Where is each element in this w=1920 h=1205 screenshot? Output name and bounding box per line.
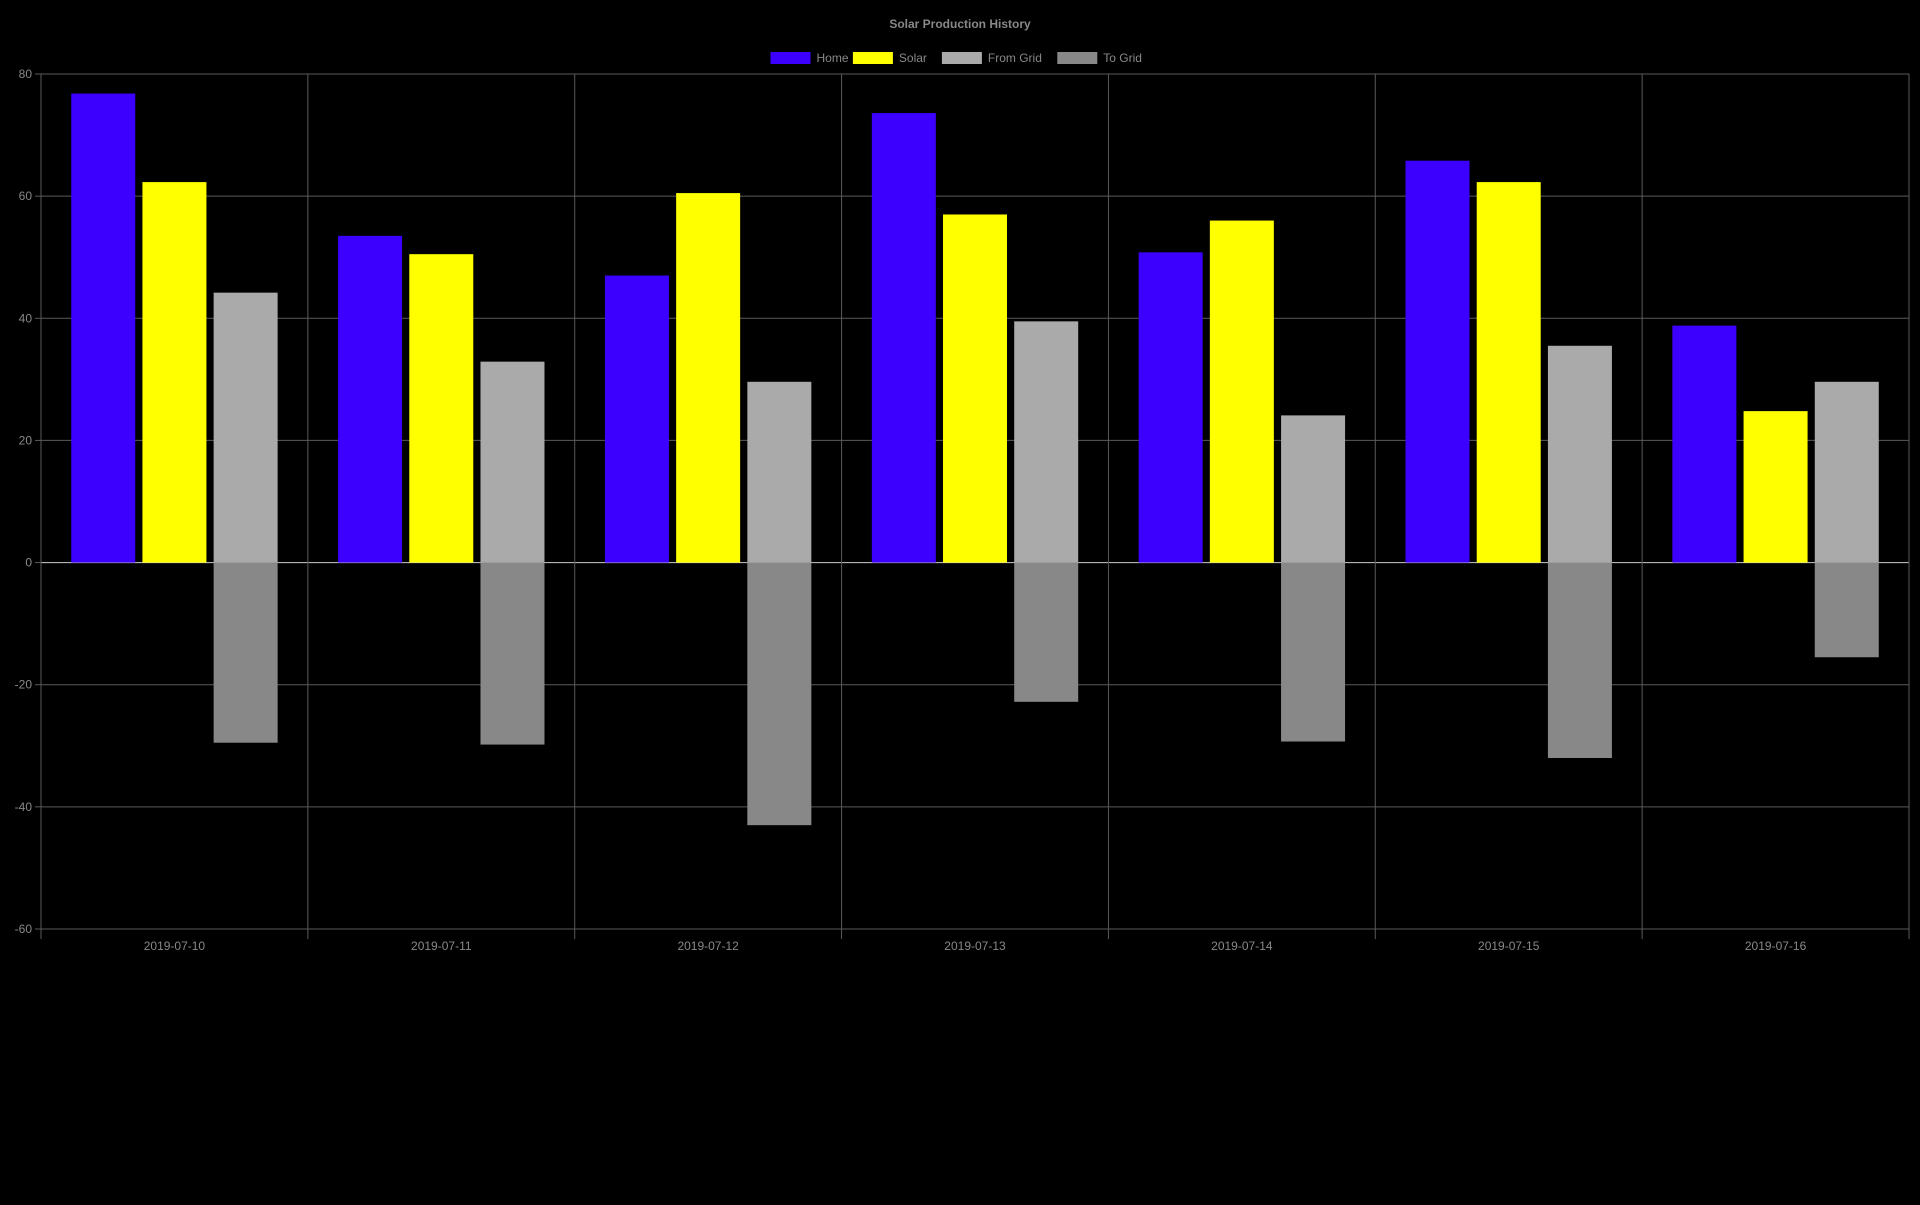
bar-from-grid[interactable] [1014,321,1079,563]
legend-item-home[interactable]: Home [770,51,849,65]
axes: 80 60 40 20 0 -20 -40 -60 2019-07-10 2019-07-11 20… [15,67,1807,953]
bar-solar[interactable] [1476,182,1541,563]
bar-to-grid[interactable] [1281,562,1346,742]
bar-solar[interactable] [943,214,1007,563]
x-tick-label: 2019-07-15 [1478,939,1540,953]
legend-swatch [852,52,893,64]
bar-solar[interactable] [676,193,741,563]
bar-home[interactable] [1138,252,1203,563]
bar-to-grid[interactable] [480,562,545,745]
x-tick-label: 2019-07-11 [411,939,472,953]
x-tick-label: 2019-07-16 [1745,939,1807,953]
bar-solar[interactable] [409,254,474,563]
bar-from-grid[interactable] [1814,381,1879,563]
bar-to-grid[interactable] [1014,562,1079,702]
bars [71,93,1879,826]
x-tick-label: 2019-07-14 [1211,939,1273,953]
y-tick-label: 40 [19,311,33,325]
bar-from-grid[interactable] [1281,415,1346,563]
bar-from-grid[interactable] [213,292,278,563]
y-tick-label: -40 [15,800,33,814]
bar-to-grid[interactable] [747,562,812,826]
bar-home[interactable] [71,93,136,563]
x-tick-label: 2019-07-13 [944,939,1006,953]
y-tick-label: -60 [15,922,33,936]
bar-to-grid[interactable] [1547,562,1612,758]
bar-home[interactable] [1405,160,1470,563]
y-tick-label: 20 [19,433,33,447]
legend-label: Solar [899,51,927,65]
legend-item-solar[interactable]: Solar [852,51,927,65]
legend-item-to-grid[interactable]: To Grid [1057,51,1142,65]
legend: Home Solar From Grid To Grid [770,51,1142,65]
y-tick-label: 60 [19,189,33,203]
bar-home[interactable] [604,275,669,563]
bar-home[interactable] [871,113,936,563]
y-tick-label: 80 [19,67,33,81]
legend-label: To Grid [1103,51,1142,65]
bar-solar[interactable] [142,182,207,563]
legend-label: From Grid [988,51,1042,65]
bar-to-grid[interactable] [213,562,278,743]
y-tick-label: 0 [25,556,32,570]
bar-from-grid[interactable] [480,361,545,563]
legend-swatch [1057,52,1098,64]
legend-swatch [770,52,811,64]
bar-to-grid[interactable] [1814,562,1879,658]
bar-home[interactable] [1672,325,1737,563]
x-tick-label: 2019-07-12 [677,939,739,953]
bar-from-grid[interactable] [1547,345,1612,563]
bar-solar[interactable] [1743,411,1808,563]
x-tick-label: 2019-07-10 [144,939,206,953]
bar-from-grid[interactable] [747,381,812,563]
bar-home[interactable] [338,235,403,563]
chart-title: Solar Production History [889,17,1031,31]
legend-item-from-grid[interactable]: From Grid [941,51,1042,65]
y-tick-label: -20 [15,678,33,692]
legend-label: Home [817,51,849,65]
legend-swatch [941,52,982,64]
bar-solar[interactable] [1209,220,1274,563]
